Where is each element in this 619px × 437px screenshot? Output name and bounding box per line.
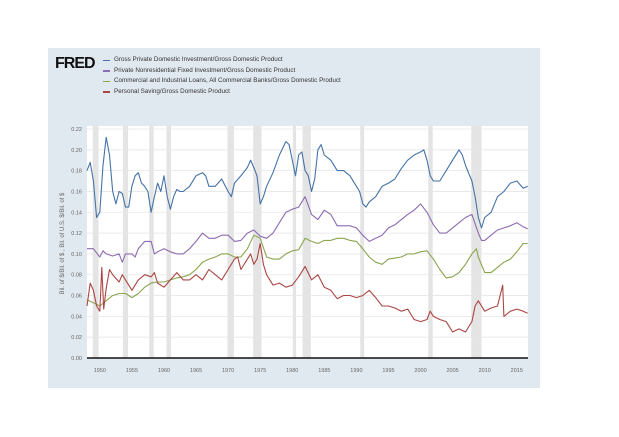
legend-item: Private Nonresidential Fixed Investment/… [103, 66, 341, 77]
recession-band [292, 126, 297, 358]
x-tick-label: 1995 [382, 368, 394, 374]
y-tick-label: 0.02 [71, 335, 82, 341]
y-tick-label: 0.22 [71, 127, 82, 133]
y-tick-label: 0.08 [71, 273, 82, 279]
recession-band [302, 126, 311, 358]
recession-band [253, 126, 262, 358]
x-tick-label: 1965 [190, 368, 202, 374]
series-line [87, 196, 528, 263]
recession-band [166, 126, 172, 358]
fred-logo: FRED [55, 55, 96, 72]
series-line [86, 136, 528, 229]
y-tick-label: 0.04 [71, 314, 82, 320]
y-tick-label: 0.20 [71, 148, 82, 154]
x-tick-label: 1960 [158, 368, 170, 374]
legend-item: Gross Private Domestic Investment/Gross … [103, 55, 341, 66]
x-tick-label: 2005 [447, 368, 459, 374]
legend-item: Commercial and Industrial Loans, All Com… [103, 76, 341, 87]
legend-label: Commercial and Industrial Loans, All Com… [114, 77, 341, 84]
x-tick-label: 1985 [318, 368, 330, 374]
series-line [86, 242, 528, 333]
x-tick-label: 1970 [222, 368, 234, 374]
y-axis-label: Bil. of $/Bil. of $ , Bil. of U.S. $/Bil… [60, 192, 66, 294]
y-tick-label: 0.12 [71, 231, 82, 237]
series-line [86, 234, 528, 307]
y-tick-label: 0.06 [71, 294, 82, 300]
y-tick-label: 0.10 [71, 252, 82, 258]
y-tick-label: 0.14 [71, 210, 82, 216]
legend: Gross Private Domestic Investment/Gross … [103, 55, 341, 97]
legend-swatch [103, 80, 110, 82]
recession-band [122, 126, 129, 358]
y-tick-label: 0.16 [71, 189, 82, 195]
x-tick-label: 1980 [286, 368, 298, 374]
recession-band [428, 126, 433, 358]
x-tick-label: 1955 [126, 368, 138, 374]
y-tick-label: 0.00 [71, 356, 82, 362]
legend-swatch [103, 91, 110, 93]
legend-label: Personal Saving/Gross Domestic Product [114, 87, 230, 95]
x-tick-label: 2015 [511, 368, 523, 374]
x-tick-label: 1950 [94, 368, 106, 374]
x-tick-label: 2000 [414, 368, 426, 374]
legend-label: Private Nonresidential Fixed Investment/… [114, 66, 296, 74]
recession-band [360, 126, 365, 358]
recession-band [471, 126, 482, 358]
x-tick-label: 2010 [479, 368, 491, 374]
legend-swatch [103, 70, 110, 72]
x-tick-label: 1990 [350, 368, 362, 374]
recession-band [92, 126, 99, 358]
y-tick-label: 0.18 [71, 169, 82, 175]
legend-item: Personal Saving/Gross Domestic Product [103, 87, 341, 98]
x-tick-label: 1975 [254, 368, 266, 374]
legend-swatch [103, 59, 110, 61]
recession-band [227, 126, 234, 358]
legend-label: Gross Private Domestic Investment/Gross … [114, 56, 283, 63]
